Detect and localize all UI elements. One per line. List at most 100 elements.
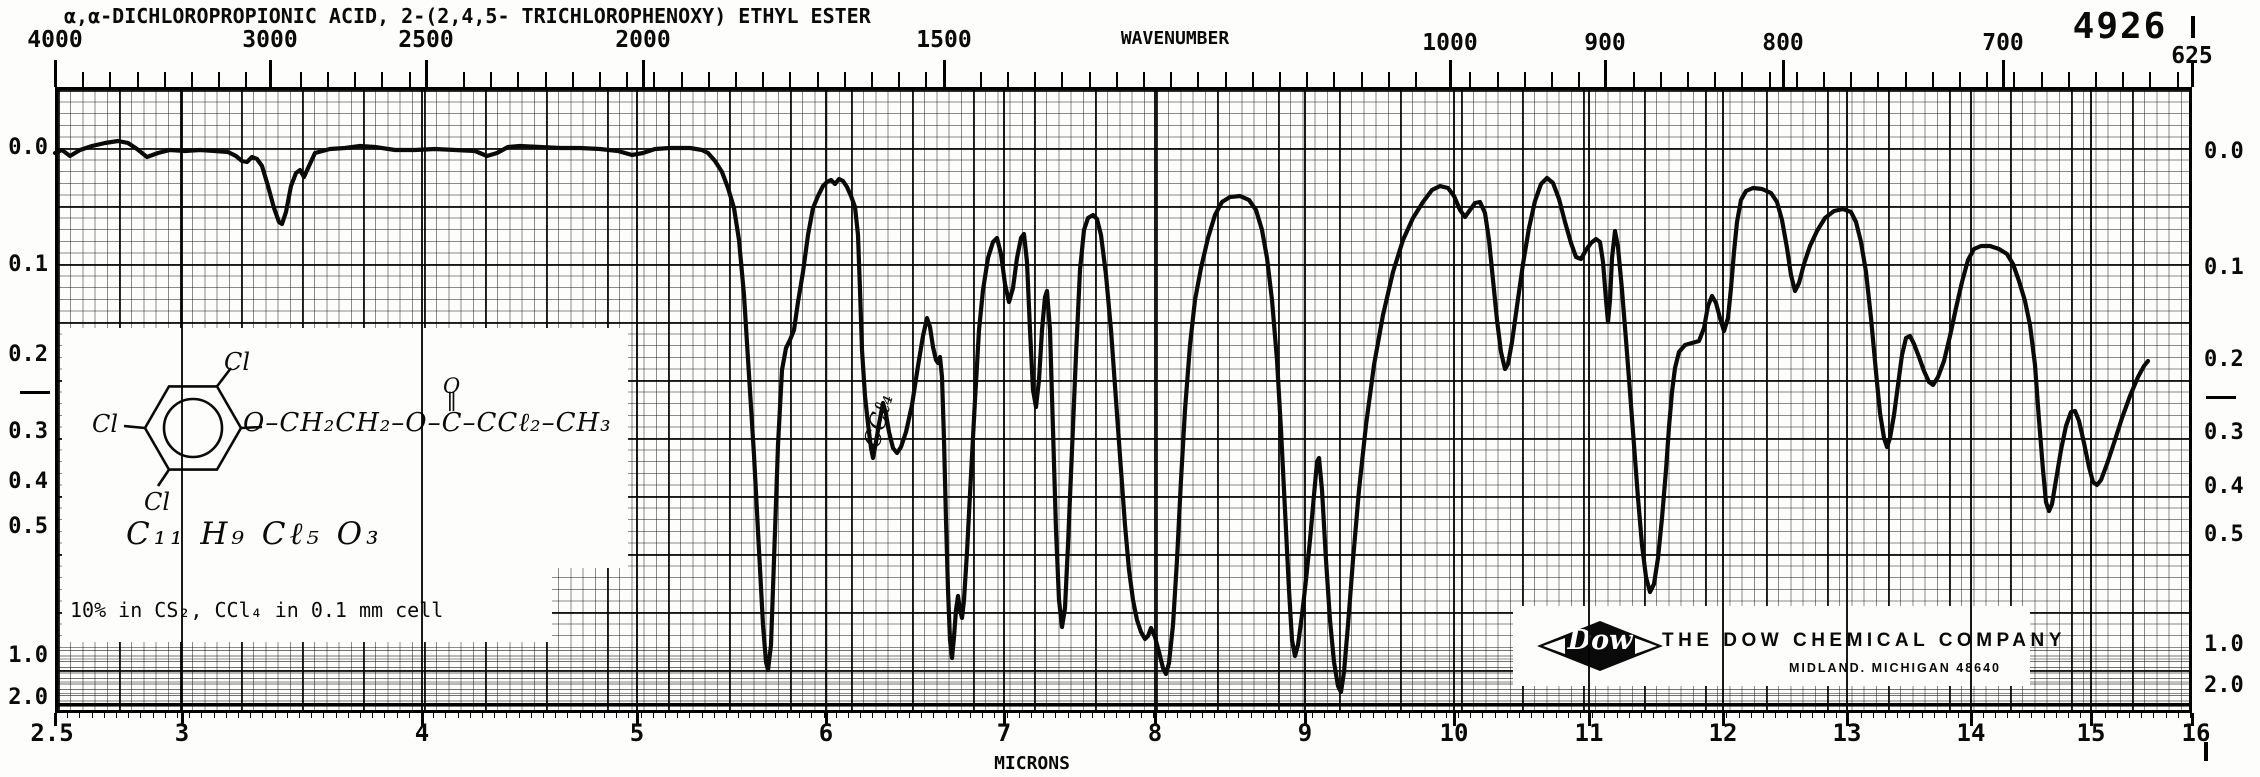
micron-gridline-3: [180, 90, 184, 710]
wavenumber-minor-tick: [1687, 72, 1689, 87]
micron-tick-9: [1303, 713, 1307, 726]
wavenumber-tick-2000: [641, 60, 645, 87]
micron-tick-2.5: [53, 713, 57, 726]
spectrum-number: 4926: [2072, 6, 2168, 47]
wavenumber-minor-tick: [1061, 72, 1064, 87]
micron-minor-tick: [445, 713, 447, 718]
wavenumber-minor-tick: [1795, 72, 1798, 87]
micron-minor-tick: [896, 713, 898, 718]
micron-minor-tick: [2177, 713, 2179, 718]
micron-label-11: 11: [1574, 719, 1604, 747]
wavenumber-minor-tick: [871, 72, 873, 87]
wavenumber-tick-4000: [53, 60, 57, 87]
micron-minor-tick: [1397, 713, 1398, 718]
wavenumber-minor-tick: [898, 72, 901, 87]
micron-minor-tick: [396, 713, 398, 718]
micron-minor-tick: [518, 713, 520, 718]
wavenumber-minor-tick: [163, 72, 166, 87]
micron-label-12: 12: [1708, 719, 1738, 747]
micron-minor-tick: [1836, 713, 1838, 718]
micron-minor-tick: [1006, 713, 1008, 718]
wavenumber-minor-tick: [1170, 72, 1173, 87]
micron-minor-tick: [665, 713, 666, 718]
micron-minor-tick: [860, 713, 862, 718]
wavenumber-minor-tick: [1632, 72, 1635, 87]
micron-minor-tick: [1275, 713, 1276, 718]
micron-minor-tick: [1506, 713, 1508, 718]
micron-minor-tick: [1311, 713, 1313, 718]
micron-minor-tick: [762, 713, 764, 718]
micron-minor-tick: [262, 713, 264, 718]
absorbance-label-l-0.3: 0.3: [8, 419, 48, 444]
micron-minor-tick: [372, 713, 374, 718]
micron-gridline-12: [1721, 90, 1725, 710]
micron-minor-tick: [1848, 713, 1850, 718]
wavenumber-minor-tick: [381, 72, 384, 87]
micron-minor-tick: [726, 713, 727, 718]
micron-minor-tick: [1458, 713, 1459, 718]
micron-minor-tick: [1482, 713, 1484, 718]
micron-tick-12: [1721, 713, 1725, 726]
micron-minor-tick: [1665, 713, 1667, 718]
micron-minor-tick: [1994, 713, 1996, 718]
micron-gridline-8: [1153, 90, 1157, 710]
absorbance-label-r-0.5: 0.5: [2204, 522, 2244, 547]
wavenumber-minor-tick: [2067, 72, 2070, 87]
sample-preparation-note: 10% in CS₂, CCl₄ in 0.1 mm cell: [70, 598, 444, 622]
wavenumber-minor-tick: [408, 72, 411, 87]
micron-minor-tick: [1641, 713, 1642, 718]
micron-minor-tick: [91, 713, 93, 718]
micron-gridline-5: [635, 90, 639, 710]
micron-minor-tick: [738, 713, 740, 718]
micron-label-6: 6: [818, 719, 834, 747]
wavenumber-minor-tick: [762, 72, 765, 87]
cl-left-label: Cl: [92, 410, 119, 438]
micron-minor-tick: [238, 713, 239, 718]
micron-minor-tick: [567, 713, 569, 718]
wavenumber-minor-tick: [1904, 72, 1907, 87]
micron-minor-tick: [652, 713, 654, 718]
wavenumber-minor-tick: [136, 72, 139, 87]
micron-minor-tick: [140, 713, 142, 718]
micron-minor-tick: [1092, 713, 1093, 718]
wavenumber-minor-tick: [463, 72, 465, 87]
micron-minor-tick: [506, 713, 508, 718]
micron-minor-tick: [835, 713, 837, 718]
micron-minor-tick: [152, 713, 154, 718]
micron-minor-tick: [1177, 713, 1179, 718]
micron-minor-tick: [1470, 713, 1472, 718]
micron-minor-tick: [1287, 713, 1289, 718]
wavenumber-minor-tick: [653, 72, 656, 87]
micron-minor-tick: [469, 713, 471, 718]
wavenumber-minor-tick: [1007, 72, 1009, 87]
micron-tick-11: [1587, 713, 1591, 726]
wavenumber-minor-tick: [1523, 72, 1526, 87]
molecular-formula: C₁₁ H₉ Cℓ₅ O₃: [126, 516, 383, 552]
micron-minor-tick: [1153, 713, 1154, 718]
absorbance-label-r-0.1: 0.1: [2204, 255, 2244, 280]
micron-gridline-4: [420, 90, 424, 710]
wavenumber-minor-tick: [1877, 72, 1880, 87]
micron-minor-tick: [2129, 713, 2130, 718]
micron-minor-tick: [1360, 713, 1362, 718]
micron-minor-tick: [994, 713, 996, 718]
dow-company-address: MIDLAND. MICHIGAN 48640: [1789, 661, 2001, 675]
micron-minor-tick: [79, 713, 81, 718]
micron-minor-tick: [213, 713, 215, 718]
wavenumber-minor-tick: [1306, 72, 1309, 87]
micron-minor-tick: [1958, 713, 1960, 718]
micron-minor-tick: [2043, 713, 2045, 718]
micron-minor-tick: [1531, 713, 1533, 718]
absorbance-label-r-2.0: 2.0: [2204, 673, 2244, 698]
micron-minor-tick: [457, 713, 459, 718]
micron-minor-tick: [1592, 713, 1594, 718]
micron-minor-tick: [1946, 713, 1947, 718]
micron-minor-tick: [482, 713, 483, 718]
micron-minor-tick: [1689, 713, 1691, 718]
wavenumber-minor-tick: [925, 72, 928, 87]
micron-minor-tick: [1775, 713, 1777, 718]
micron-minor-tick: [591, 713, 593, 718]
micron-minor-tick: [1897, 713, 1899, 718]
micron-minor-tick: [128, 713, 130, 718]
wavenumber-minor-tick: [1823, 72, 1825, 87]
